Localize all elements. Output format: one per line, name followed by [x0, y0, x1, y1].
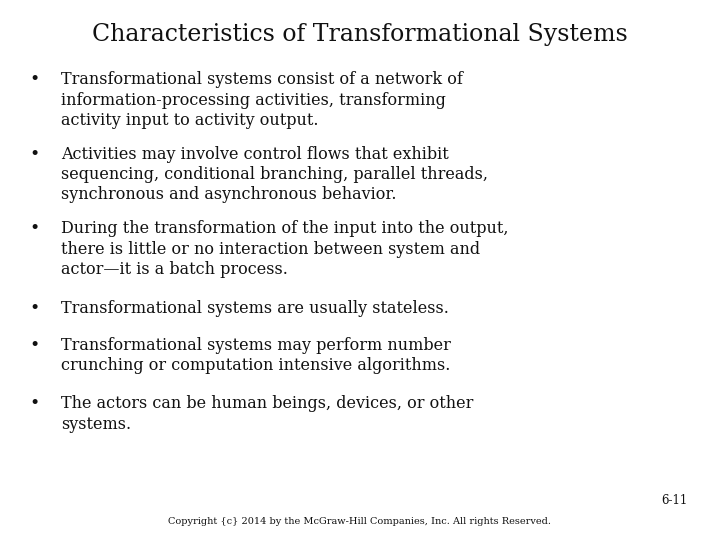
- Text: •: •: [30, 395, 40, 412]
- Text: Characteristics of Transformational Systems: Characteristics of Transformational Syst…: [92, 23, 628, 46]
- Text: During the transformation of the input into the output,
there is little or no in: During the transformation of the input i…: [61, 220, 509, 278]
- Text: The actors can be human beings, devices, or other
systems.: The actors can be human beings, devices,…: [61, 395, 474, 433]
- Text: •: •: [30, 220, 40, 237]
- Text: •: •: [30, 71, 40, 88]
- Text: Transformational systems consist of a network of
information-processing activiti: Transformational systems consist of a ne…: [61, 71, 463, 129]
- Text: Copyright {c} 2014 by the McGraw-Hill Companies, Inc. All rights Reserved.: Copyright {c} 2014 by the McGraw-Hill Co…: [168, 517, 552, 526]
- Text: •: •: [30, 146, 40, 163]
- Text: Transformational systems may perform number
crunching or computation intensive a: Transformational systems may perform num…: [61, 337, 451, 374]
- Text: 6-11: 6-11: [662, 494, 688, 507]
- Text: Transformational systems are usually stateless.: Transformational systems are usually sta…: [61, 300, 449, 317]
- Text: •: •: [30, 337, 40, 354]
- Text: •: •: [30, 300, 40, 317]
- Text: Activities may involve control flows that exhibit
sequencing, conditional branch: Activities may involve control flows tha…: [61, 146, 488, 203]
